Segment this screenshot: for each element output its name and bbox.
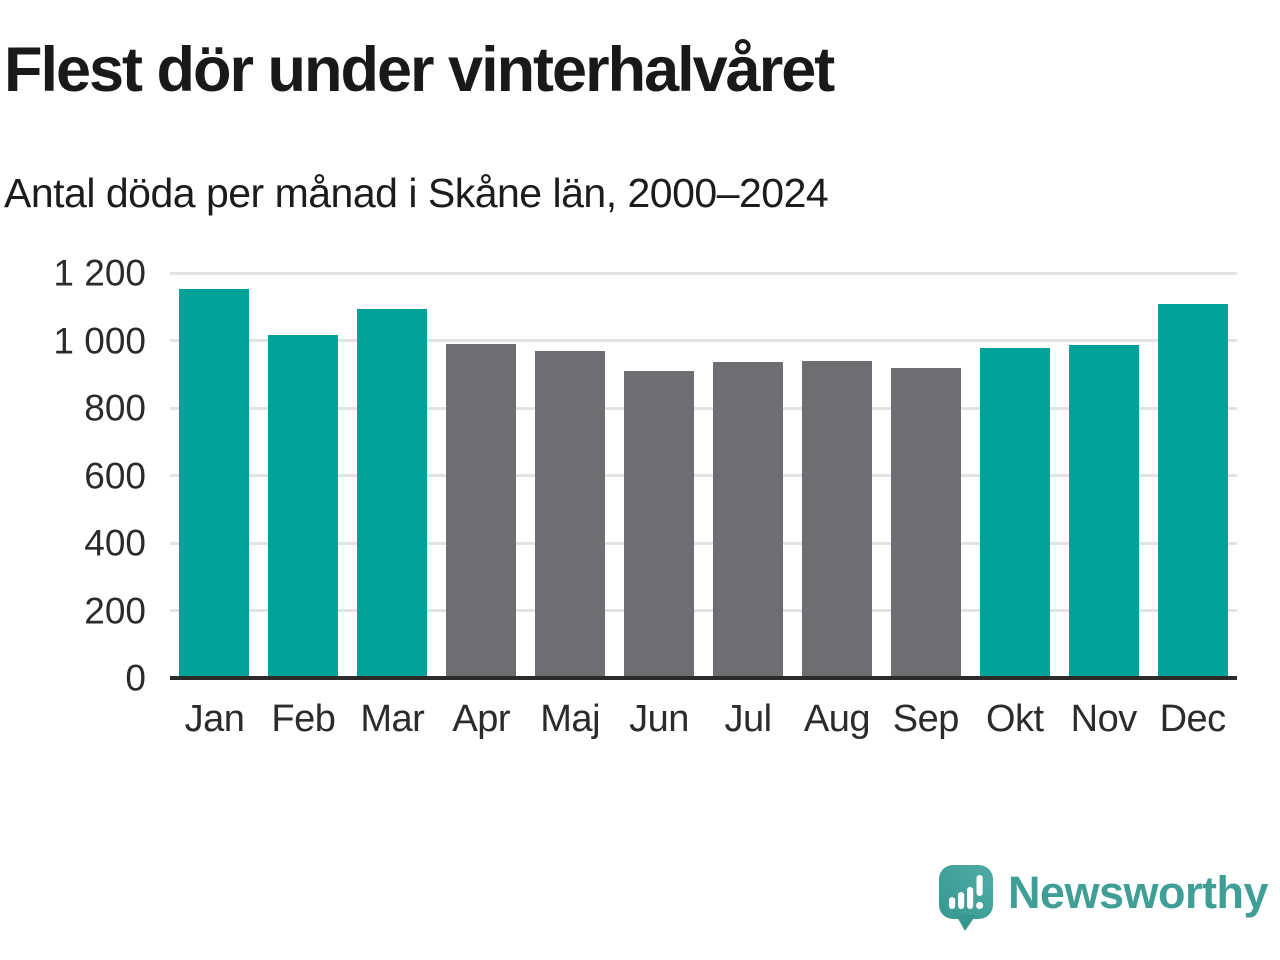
bar-slot-nov: [1059, 273, 1148, 678]
gridline-600: [170, 474, 1237, 477]
x-axis-line: [170, 676, 1237, 680]
x-tick-label-maj: Maj: [540, 698, 601, 740]
gridline-400: [170, 541, 1237, 545]
gridline-1200: [170, 271, 1237, 275]
y-tick-label-200: 200: [84, 590, 146, 632]
x-axis: Jan Feb Mar Apr Maj Jun Jul Aug Sep Okt Nov Dec: [170, 698, 1237, 741]
y-axis: 0 200 400 600 800 1 000 1 200: [0, 255, 146, 697]
page-title: Flest dör under vinterhalvåret: [4, 35, 835, 105]
x-tick-label-dec: Dec: [1159, 698, 1227, 740]
bar-slot-feb: [259, 273, 348, 678]
x-tick-label-sep: Sep: [892, 698, 960, 740]
bar-slot-jul: [704, 273, 793, 678]
brand-wordmark: Newsworthy: [1007, 867, 1269, 918]
bar-slot-jan: [170, 273, 259, 678]
bar-maj: [535, 350, 606, 678]
y-tick-label-800: 800: [84, 387, 146, 429]
x-tick-label-aug: Aug: [803, 698, 871, 740]
bar-slot-sep: [881, 273, 970, 678]
bar-jan: [179, 289, 250, 678]
bar-series: [170, 273, 1237, 678]
x-tick-label-nov: Nov: [1070, 698, 1138, 740]
bar-slot-apr: [437, 273, 526, 678]
y-tick-label-1200: 1 200: [53, 252, 146, 294]
x-tick-label-jul: Jul: [724, 698, 772, 740]
bar-dec: [1157, 303, 1228, 678]
bar-slot-okt: [970, 273, 1059, 678]
y-tick-label-1000: 1 000: [53, 320, 146, 361]
x-tick-label-mar: Mar: [360, 698, 425, 740]
bar-nov: [1068, 345, 1139, 678]
bar-slot-aug: [792, 273, 881, 678]
x-tick-label-jan: Jan: [184, 698, 245, 740]
bar-feb: [268, 335, 339, 678]
gridline-1000: [170, 339, 1237, 342]
gridline-800: [170, 406, 1237, 410]
y-tick-label-400: 400: [84, 522, 146, 564]
bar-slot-dec: [1148, 273, 1237, 678]
branding: Newsworthy: [938, 864, 1269, 934]
bar-mar: [357, 308, 428, 678]
bar-slot-jun: [615, 273, 704, 678]
x-tick-label-feb: Feb: [271, 698, 336, 740]
bar-slot-mar: [348, 273, 437, 678]
newsworthy-logo-icon: [938, 865, 993, 931]
y-tick-label-600: 600: [84, 455, 146, 496]
x-tick-label-okt: Okt: [985, 698, 1044, 740]
gridline-200: [170, 609, 1237, 613]
bar-jul: [712, 362, 783, 678]
bar-okt: [979, 347, 1050, 678]
y-tick-label-0: 0: [125, 657, 146, 699]
x-tick-label-apr: Apr: [452, 698, 511, 740]
bar-slot-maj: [526, 273, 615, 678]
bar-jun: [624, 370, 695, 678]
bar-chart-plot-area: [170, 271, 1237, 680]
x-tick-label-jun: Jun: [629, 698, 689, 740]
page-subtitle: Antal döda per månad i Skåne län, 2000–2…: [4, 170, 829, 216]
bar-apr: [446, 343, 517, 678]
bar-aug: [801, 360, 872, 678]
bar-sep: [890, 367, 961, 678]
